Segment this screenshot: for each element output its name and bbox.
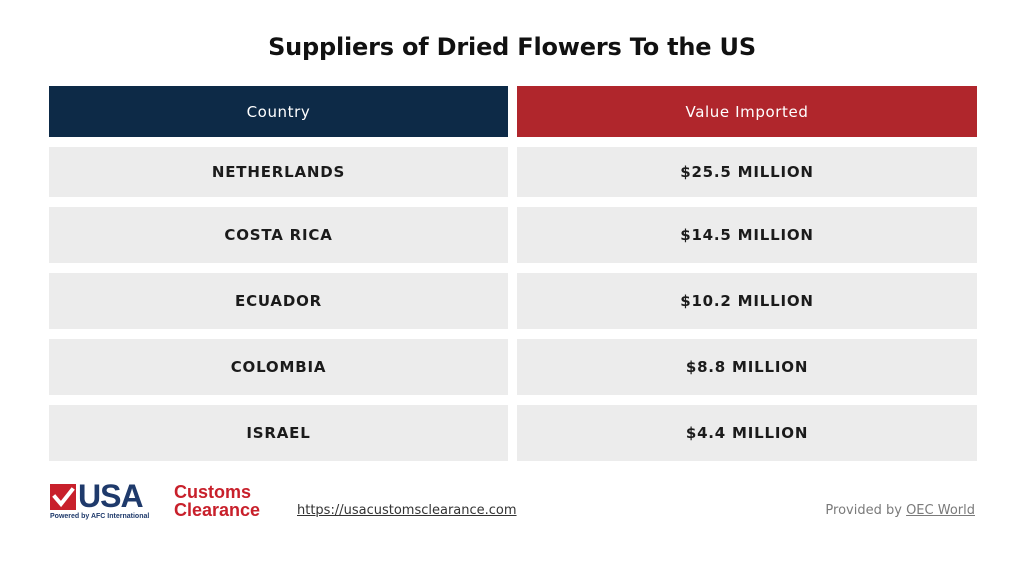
table-cell-country: COSTA RICA xyxy=(49,207,508,263)
logo-powered-by-text: Powered by AFC International xyxy=(50,513,150,520)
table-cell-country: COLOMBIA xyxy=(49,339,508,395)
logo-clearance-text: Clearance xyxy=(174,500,261,520)
website-link[interactable]: https://usacustomsclearance.com xyxy=(297,503,517,518)
table-cell-value: $25.5 MILLION xyxy=(517,147,977,197)
table-cell-country: ECUADOR xyxy=(49,273,508,329)
column-header-country: Country xyxy=(49,86,508,137)
table-cell-country: ISRAEL xyxy=(49,405,508,461)
usa-customs-clearance-logo: USA Customs Clearance Powered by AFC Int… xyxy=(48,480,280,522)
table-cell-value: $8.8 MILLION xyxy=(517,339,977,395)
source-link[interactable]: OEC World xyxy=(906,503,975,518)
table-cell-value: $10.2 MILLION xyxy=(517,273,977,329)
source-credit: Provided by OEC World xyxy=(825,503,975,518)
table-cell-country: NETHERLANDS xyxy=(49,147,508,197)
table-cell-value: $14.5 MILLION xyxy=(517,207,977,263)
table-cell-value: $4.4 MILLION xyxy=(517,405,977,461)
page-title: Suppliers of Dried Flowers To the US xyxy=(268,33,756,61)
logo-usa-text: USA xyxy=(78,478,144,514)
checkmark-icon xyxy=(50,484,76,510)
logo-customs-text: Customs xyxy=(174,482,252,502)
column-header-value: Value Imported xyxy=(517,86,977,137)
provided-by-label: Provided by xyxy=(825,503,902,518)
